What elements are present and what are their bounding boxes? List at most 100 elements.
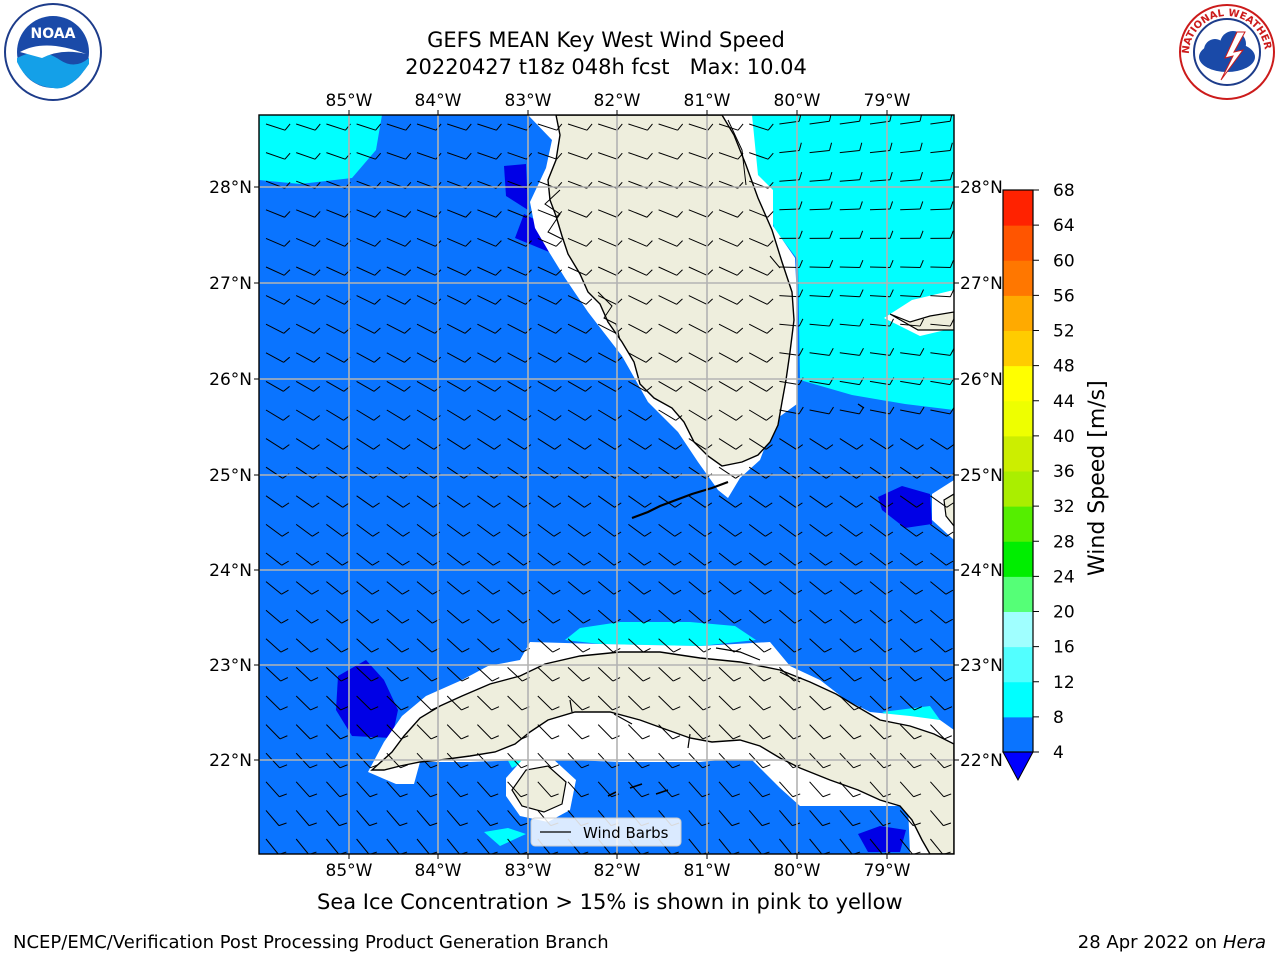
wind-barb-flag xyxy=(734,531,743,537)
wind-barb-flag xyxy=(373,415,381,421)
wind-barb xyxy=(416,352,435,363)
wind-barb-flag xyxy=(889,348,895,356)
wind-barb xyxy=(326,380,344,392)
lat-label-right: 28°N xyxy=(960,178,1003,198)
wind-barb-flag xyxy=(944,706,953,711)
wind-barb xyxy=(718,838,732,854)
wind-barb xyxy=(628,237,647,247)
colorbar-tick-label: 40 xyxy=(1053,427,1075,447)
wind-barb-flag xyxy=(829,289,834,298)
wind-barb xyxy=(718,323,738,334)
wind-barb xyxy=(869,495,887,508)
wind-barb-flag xyxy=(281,531,290,537)
wind-barb-flag xyxy=(404,298,411,305)
colorbar-segment xyxy=(1003,646,1033,683)
wind-barb xyxy=(839,495,857,508)
colorbar-tick-label: 28 xyxy=(1053,532,1075,552)
wind-barb xyxy=(597,695,613,711)
lon-label-top: 80°W xyxy=(774,91,821,111)
wind-barb xyxy=(598,152,618,160)
wind-barb-flag xyxy=(495,211,502,218)
lon-label-bottom: 84°W xyxy=(415,861,462,881)
wind-barb xyxy=(809,409,830,415)
wind-barb xyxy=(597,609,614,624)
wind-barb xyxy=(749,237,768,247)
wind-barb-flag xyxy=(375,123,382,131)
wind-barb xyxy=(356,838,370,854)
wind-barb-flag xyxy=(586,211,593,218)
wind-barb xyxy=(507,380,526,392)
wind-barb xyxy=(416,380,435,392)
lat-label-left: 23°N xyxy=(209,656,252,676)
cyan-zone-northwest xyxy=(259,115,382,184)
wind-barb xyxy=(386,810,401,826)
wind-barb-flag xyxy=(309,793,318,798)
wind-barb-flag xyxy=(915,618,923,624)
wind-barb xyxy=(748,581,766,595)
wind-barb-flag xyxy=(281,560,289,566)
wind-barb-flag xyxy=(495,240,502,247)
lat-label-left: 22°N xyxy=(209,751,252,771)
wind-barb xyxy=(869,724,885,740)
wind-barb xyxy=(295,495,313,508)
wind-barb-flag xyxy=(553,531,561,537)
wind-barb xyxy=(930,781,945,798)
wind-barb xyxy=(839,120,860,125)
wind-barb xyxy=(326,667,342,682)
wind-barb xyxy=(809,466,827,479)
wind-barb-flag xyxy=(798,348,804,356)
wind-barb xyxy=(597,724,613,740)
wind-barb-flag xyxy=(798,171,803,180)
wind-barb-flag xyxy=(374,327,381,334)
wind-barb-flag xyxy=(823,764,831,769)
wind-barb xyxy=(900,295,921,298)
wind-barb-flag xyxy=(829,230,833,239)
wind-barb-flag xyxy=(736,356,744,363)
wind-barb-flag xyxy=(854,677,862,682)
wind-barb xyxy=(718,409,737,421)
wind-barb xyxy=(386,323,405,334)
wind-barb xyxy=(930,266,951,269)
wind-barb-flag xyxy=(645,327,653,334)
wind-barb-flag xyxy=(829,259,834,268)
wind-barb-flag xyxy=(553,560,561,566)
wind-barb xyxy=(356,695,372,711)
wind-barb xyxy=(779,120,800,125)
wind-barb xyxy=(386,123,406,131)
wind-barb-flag xyxy=(340,677,349,682)
wind-barb xyxy=(899,609,916,624)
wind-barb-flag xyxy=(399,851,408,854)
wind-barb-flag xyxy=(644,502,652,508)
wind-barb-flag xyxy=(459,851,468,854)
wind-barb xyxy=(869,667,885,682)
wind-barb xyxy=(809,149,830,154)
wind-barb xyxy=(779,149,800,154)
lon-label-bottom: 79°W xyxy=(864,861,911,881)
wind-barb xyxy=(718,123,739,131)
wind-barb xyxy=(416,438,435,450)
colorbar-segment xyxy=(1003,576,1033,612)
wind-barb xyxy=(477,695,493,711)
wind-barb xyxy=(748,638,765,653)
wind-barb xyxy=(779,409,800,415)
wind-barb xyxy=(930,523,947,537)
wind-barb xyxy=(597,781,612,798)
wind-barb-flag xyxy=(915,560,924,566)
lat-label-right: 26°N xyxy=(960,370,1003,390)
wind-barb xyxy=(446,409,465,421)
wind-barb xyxy=(386,266,406,276)
wind-barb xyxy=(658,323,677,334)
wind-barb xyxy=(477,581,494,595)
wind-barb xyxy=(326,638,342,653)
wind-barb-flag xyxy=(460,764,469,769)
wind-barb-flag xyxy=(495,269,502,276)
wind-barb-flag xyxy=(949,171,954,180)
colorbar-segment xyxy=(1003,330,1033,367)
wind-barb-flag xyxy=(798,201,803,210)
wind-barb xyxy=(869,638,886,653)
wind-barb-flag xyxy=(616,123,623,131)
wind-barb-flag xyxy=(798,142,802,151)
footer-branch: NCEP/EMC/Verification Post Processing Pr… xyxy=(13,932,609,953)
wind-barb xyxy=(416,581,433,595)
wind-barb xyxy=(507,724,522,740)
